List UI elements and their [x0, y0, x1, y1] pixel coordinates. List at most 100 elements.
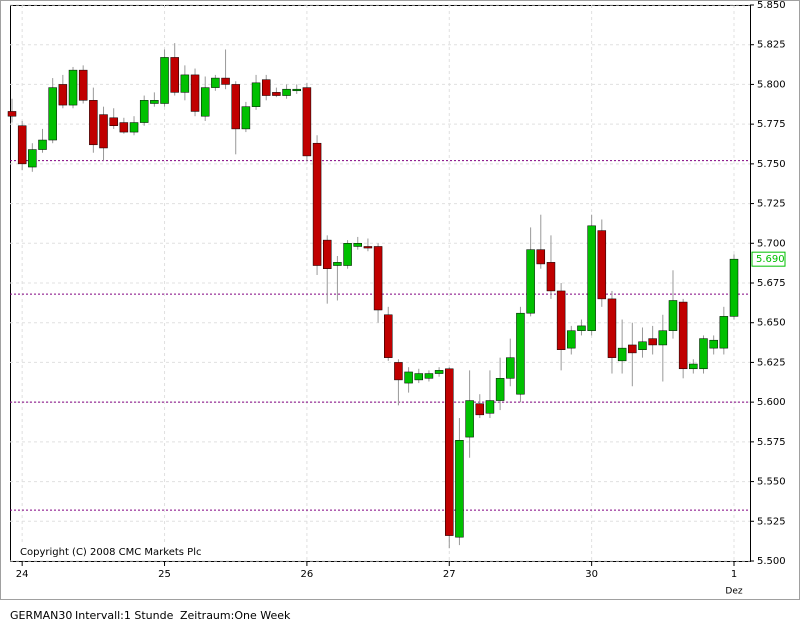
candle-body: [394, 362, 403, 381]
candle-body: [129, 122, 139, 133]
x-tick-label: 24: [16, 569, 29, 580]
y-tick-label: 5.550: [757, 477, 786, 488]
x-tick-label: 1: [731, 569, 737, 580]
candle-body: [567, 330, 576, 349]
candle-body: [109, 117, 118, 126]
x-tick-label: 26: [301, 569, 314, 580]
candle-body: [58, 84, 68, 106]
candle-body: [363, 246, 373, 249]
candle-body: [556, 290, 566, 350]
candle-body: [485, 400, 495, 414]
candle-body: [455, 440, 464, 538]
last-price-label: 5.690: [756, 254, 785, 265]
month-label: Dez: [725, 587, 742, 597]
candle-body: [333, 262, 342, 266]
candle-body: [17, 125, 27, 165]
candle-body: [668, 300, 678, 331]
candles: [7, 43, 739, 549]
candle-body: [729, 258, 739, 317]
y-tick-label: 5.575: [757, 437, 786, 448]
candle-body: [231, 84, 240, 130]
candle-body: [648, 338, 657, 346]
candle-body: [465, 400, 474, 438]
candle-body: [434, 370, 444, 374]
candle-body: [587, 225, 596, 331]
candle-body: [241, 106, 251, 130]
candle-body: [597, 230, 607, 300]
candle-body: [678, 301, 688, 370]
y-tick-label: 5.825: [757, 40, 786, 51]
y-tick-label: 5.725: [757, 199, 786, 210]
copyright: Copyright (C) 2008 CMC Markets Plc: [20, 547, 201, 558]
candle-body: [282, 88, 291, 96]
candle-body: [180, 74, 190, 93]
copyright-bg: [16, 544, 201, 560]
candle-body: [638, 341, 647, 350]
candle-body: [516, 312, 525, 395]
candle-body: [160, 57, 169, 104]
period: Zeitraum:One Week: [180, 609, 291, 622]
candle-body: [658, 330, 668, 346]
y-tick-label: 5.775: [757, 119, 786, 130]
candle-body: [99, 114, 108, 149]
candle-body: [384, 314, 393, 358]
candle-body: [292, 88, 301, 92]
candle-body: [343, 243, 352, 266]
candle-body: [445, 368, 454, 536]
candle-body: [312, 142, 322, 266]
last-price-box: [751, 251, 786, 267]
candle-body: [414, 373, 424, 381]
y-tick-label: 5.675: [757, 278, 786, 289]
x-tick-label: 25: [158, 569, 171, 580]
candle-body: [261, 79, 271, 96]
candle-body: [211, 77, 220, 88]
candle-body: [251, 82, 261, 107]
candle-body: [607, 298, 617, 358]
candle-body: [424, 373, 434, 379]
candle-body: [68, 69, 78, 106]
y-tick-label: 5.625: [757, 357, 786, 368]
candle-body: [719, 316, 729, 349]
candle-body: [475, 403, 485, 416]
candle-body: [28, 149, 37, 168]
candle-body: [38, 139, 47, 150]
candle-body: [170, 57, 179, 93]
y-tick-label: 5.600: [757, 397, 786, 408]
y-tick-label: 5.525: [757, 516, 786, 527]
candle-body: [506, 357, 515, 379]
y-tick-label: 5.700: [757, 238, 786, 249]
x-tick-label: 30: [585, 569, 598, 580]
candle-body: [526, 249, 535, 314]
candle-body: [190, 74, 200, 112]
x-tick-label: 27: [443, 569, 456, 580]
interval: Intervall:1 Stunde: [75, 609, 174, 622]
candle-body: [404, 371, 413, 384]
candle-body: [628, 344, 637, 354]
candle-body: [139, 100, 149, 123]
candle-body: [373, 246, 383, 311]
y-tick-label: 5.800: [757, 79, 786, 90]
candle-body: [7, 111, 17, 117]
candle-body: [322, 239, 332, 269]
candle-body: [536, 249, 546, 265]
y-tick-label: 5.650: [757, 318, 786, 329]
candle-body: [48, 87, 57, 141]
y-tick-label: 5.850: [757, 0, 786, 11]
candle-body: [272, 92, 281, 96]
candle-body: [302, 87, 312, 157]
candle-body: [495, 378, 505, 401]
y-tick-label: 5.750: [757, 159, 786, 170]
candle-body: [577, 325, 586, 331]
candle-body: [546, 262, 556, 292]
candle-body: [150, 100, 159, 104]
candle-body: [221, 77, 230, 85]
axes: 5.500 5.525 5.550 5.575 5.600 5.625 5.650 5.675…: [16, 0, 786, 597]
candle-body: [699, 338, 708, 370]
candle-body: [689, 363, 698, 370]
candle-body: [119, 122, 129, 133]
candle-body: [709, 339, 718, 349]
candle-body: [200, 87, 210, 117]
candle-body: [89, 100, 98, 146]
candle-body: [617, 347, 627, 362]
